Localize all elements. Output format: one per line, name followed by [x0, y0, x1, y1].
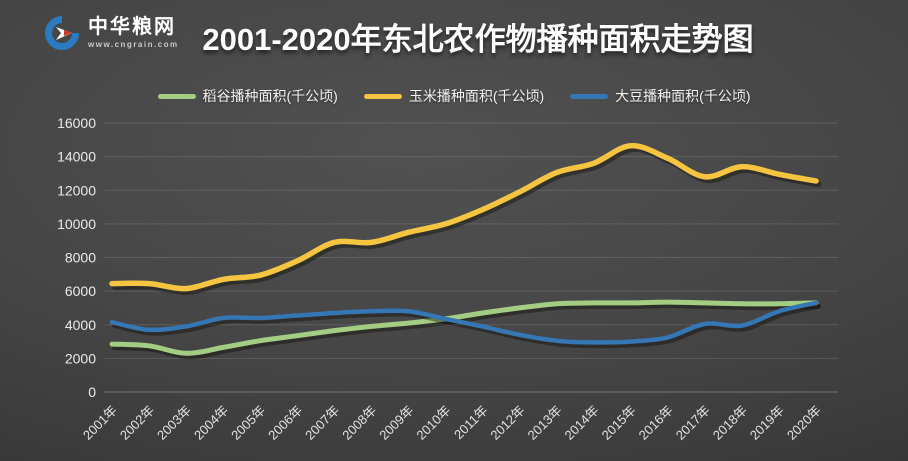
legend-item-rice: 稻谷播种面积(千公顷) [157, 86, 338, 106]
legend-label-corn: 玉米播种面积(千公顷) [408, 88, 545, 104]
x-axis-label: 2005年 [228, 403, 268, 443]
legend-label-rice: 稻谷播种面积(千公顷) [202, 88, 338, 104]
x-axis-label: 2008年 [339, 403, 379, 443]
y-axis-label: 12000 [57, 182, 96, 198]
logo-url: www.cngrain.com [88, 39, 179, 49]
x-axis-label: 2011年 [451, 403, 491, 443]
x-axis-label: 2015年 [599, 403, 639, 443]
x-axis-label: 2003年 [154, 403, 194, 443]
y-axis-label: 14000 [57, 149, 96, 165]
chart-legend: 稻谷播种面积(千公顷) 玉米播种面积(千公顷) 大豆播种面积(千公顷) [0, 86, 908, 106]
legend-swatch-soybean [570, 93, 609, 99]
x-axis-label: 2010年 [413, 403, 453, 443]
legend-label-soybean: 大豆播种面积(千公顷) [615, 88, 751, 104]
cngrain-logo-icon [45, 16, 79, 50]
x-axis-label: 2002年 [117, 403, 157, 443]
x-axis-label: 2016年 [636, 403, 676, 443]
x-axis-label: 2007年 [302, 403, 342, 443]
x-axis-label: 2013年 [525, 403, 565, 443]
series-soybean-line [109, 300, 819, 345]
x-axis-label: 2014年 [562, 403, 602, 443]
y-axis-label: 16000 [57, 115, 96, 131]
legend-item-soybean: 大豆播种面积(千公顷) [570, 86, 750, 106]
y-axis-label: 6000 [65, 283, 96, 299]
x-axis-label: 2009年 [376, 403, 416, 443]
x-axis-label: 2001年 [80, 403, 120, 443]
series-corn-shadow [111, 146, 822, 295]
chart-header: 中华粮网 www.cngrain.com 2001-2020年东北农作物播种面积… [0, 0, 908, 70]
series-corn-line [109, 142, 819, 292]
x-axis-label: 2018年 [710, 403, 750, 443]
legend-item-corn: 玉米播种面积(千公顷) [363, 86, 545, 106]
y-axis-label: 8000 [65, 250, 96, 266]
cngrain-logo: 中华粮网 www.cngrain.com [42, 13, 179, 53]
y-axis-label: 0 [88, 384, 96, 400]
series-rice-shadow [112, 303, 821, 360]
x-axis-label: 2019年 [747, 403, 787, 443]
logo-name: 中华粮网 [88, 15, 176, 38]
legend-swatch-rice [157, 93, 196, 99]
series-soybean-shadow [112, 304, 821, 349]
y-axis-label: 4000 [65, 317, 96, 333]
x-axis-label: 2017年 [673, 403, 713, 443]
page-title: 2001-2020年东北农作物播种面积走势图 [202, 22, 754, 57]
legend-swatch-corn [363, 93, 402, 99]
y-axis-label: 2000 [65, 350, 96, 366]
x-axis-label: 2020年 [784, 403, 824, 443]
x-axis-label: 2012年 [487, 403, 527, 443]
logo-text: 中华粮网 www.cngrain.com [88, 15, 179, 49]
series-rice-line [109, 299, 819, 356]
x-axis-label: 2004年 [191, 403, 231, 443]
y-axis-label: 10000 [57, 216, 96, 232]
x-axis-label: 2006年 [265, 403, 305, 443]
